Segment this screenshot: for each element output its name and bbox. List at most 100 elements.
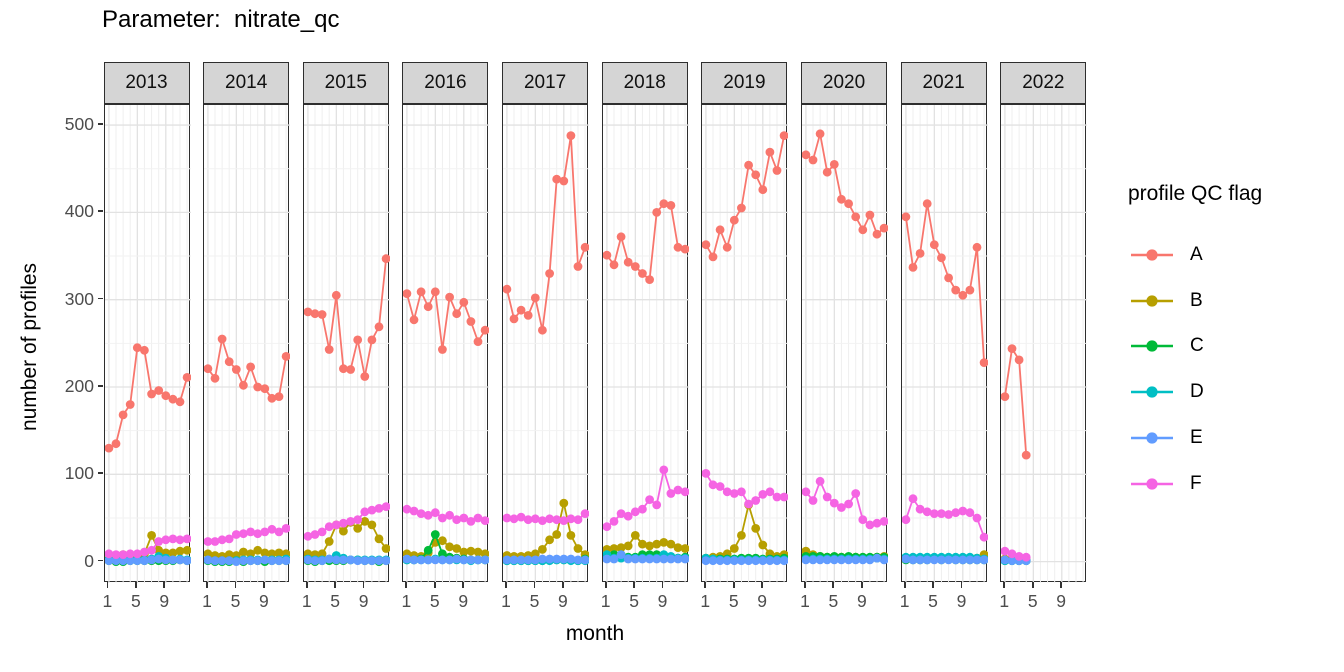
facet-strip-2019: 2019: [701, 62, 788, 104]
series-point-E: [922, 555, 932, 565]
series-point-A: [623, 257, 633, 267]
series-point-F: [780, 492, 789, 502]
series-point-E: [452, 554, 462, 564]
series-point-B: [445, 542, 455, 552]
series-point-A: [580, 242, 590, 252]
series-point-F: [908, 494, 918, 504]
series-point-E: [345, 555, 355, 565]
x-tick-mark: [334, 582, 337, 588]
series-point-A: [481, 325, 490, 335]
series-point-E: [545, 554, 555, 564]
series-point-E: [132, 556, 142, 566]
legend-key-dot: [1146, 477, 1158, 490]
series-point-A: [509, 314, 519, 324]
x-tick-mark: [505, 582, 507, 588]
series-point-F: [829, 498, 839, 508]
series-point-E: [303, 555, 313, 565]
legend-item-label: D: [1190, 381, 1204, 403]
series-point-E: [474, 555, 483, 565]
legend-item-label: A: [1190, 244, 1203, 265]
facet-strip-2018: 2018: [601, 62, 688, 104]
series-point-E: [224, 556, 234, 566]
series-point-A: [452, 309, 462, 319]
series-point-E: [118, 556, 127, 566]
facet-panel-2016: [402, 104, 490, 583]
series-point-A: [1007, 344, 1017, 353]
series-point-E: [253, 556, 263, 566]
series-point-A: [559, 176, 569, 186]
y-tick-label: 500: [64, 114, 94, 135]
series-point-E: [908, 555, 918, 565]
series-point-A: [111, 439, 120, 449]
series-point-B: [545, 535, 555, 545]
series-point-B: [239, 547, 248, 557]
series-point-B: [452, 544, 462, 553]
series-point-A: [929, 240, 939, 250]
series-point-B: [530, 549, 540, 559]
series-point-F: [580, 509, 590, 518]
facet-panel-2014: [203, 104, 291, 583]
x-tick-label: 9: [657, 591, 668, 611]
series-point-B: [168, 548, 177, 558]
series-point-A: [609, 260, 619, 270]
series-point-F: [132, 549, 142, 559]
facet-chart-2016: [402, 105, 490, 583]
series-point-E: [523, 555, 533, 565]
x-tick-mark: [732, 582, 735, 588]
y-tick-mark: [97, 384, 103, 387]
series-point-F: [652, 500, 661, 510]
series-point-F: [445, 510, 455, 520]
series-point-E: [822, 555, 832, 565]
series-point-F: [516, 512, 526, 522]
series-point-E: [516, 555, 526, 565]
series-point-F: [168, 534, 177, 544]
series-point-B: [737, 531, 747, 540]
series-point-F: [958, 506, 967, 516]
series-point-A: [502, 284, 512, 294]
x-tick-label: 9: [757, 591, 768, 611]
series-point-A: [217, 334, 227, 344]
series-point-A: [801, 150, 811, 160]
legend-item-F: F: [1130, 471, 1202, 497]
series-point-B: [659, 538, 668, 547]
series-point-A: [758, 185, 768, 195]
series-point-A: [730, 215, 740, 225]
series-point-F: [915, 504, 925, 514]
series-point-A: [666, 201, 676, 210]
series-point-A: [922, 199, 932, 209]
series-point-F: [616, 509, 626, 518]
series-point-A: [303, 307, 313, 317]
x-tick-mark: [305, 582, 308, 588]
series-point-F: [758, 490, 768, 499]
facet-panel-2021: [900, 104, 989, 583]
series-point-E: [808, 555, 818, 565]
facet-chart-2021: [901, 105, 989, 583]
series-point-F: [602, 522, 612, 532]
x-tick-mark: [433, 582, 436, 588]
series-point-E: [566, 554, 576, 564]
series-point-F: [872, 518, 882, 528]
series-point-A: [837, 194, 846, 204]
series-point-F: [281, 524, 291, 533]
series-point-A: [943, 273, 953, 283]
series-point-A: [182, 373, 191, 382]
series-point-F: [545, 514, 555, 524]
series-point-A: [168, 394, 177, 404]
series-point-F: [737, 487, 747, 497]
series-point-A: [267, 393, 277, 403]
series-point-A: [139, 345, 149, 355]
series-point-A: [844, 199, 854, 209]
series-point-A: [737, 203, 747, 213]
series-point-B: [203, 549, 213, 559]
series-point-E: [737, 556, 747, 566]
legend-item-B: B: [1130, 288, 1203, 314]
series-point-F: [331, 520, 341, 530]
series-point-E: [424, 555, 434, 565]
series-point-A: [908, 263, 918, 272]
series-point-A: [573, 262, 583, 271]
series-point-B: [552, 530, 562, 539]
series-point-A: [659, 199, 668, 209]
series-point-C: [424, 545, 434, 555]
facet-panel-2015: [302, 104, 391, 583]
x-tick-label: 5: [529, 591, 540, 611]
